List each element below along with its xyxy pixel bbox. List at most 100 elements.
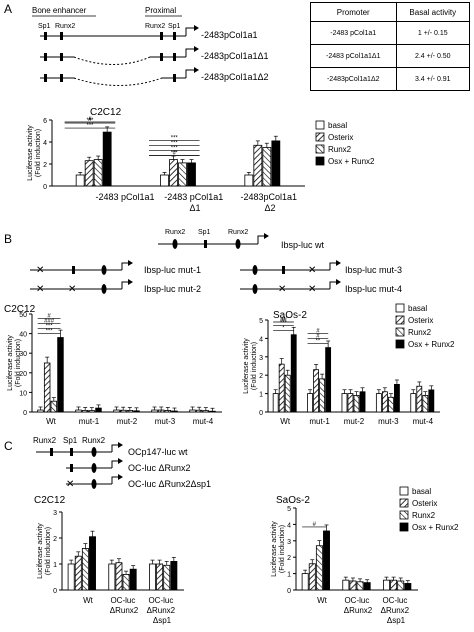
significance-label: *** [171, 146, 179, 152]
bar [308, 563, 316, 591]
deletion-dashed [73, 56, 151, 65]
bar [422, 395, 429, 413]
sp1-prox-label: Sp1 [168, 23, 181, 30]
y-tick-label: 3 [287, 539, 291, 546]
tss-arrowhead-icon [128, 279, 133, 285]
legend-label: Osx + Runx2 [408, 340, 455, 349]
significance-label: ## [280, 317, 287, 323]
tss-arrow-icon [121, 262, 128, 270]
tss-arrow-icon [111, 460, 118, 468]
tss-arrowhead-icon [194, 46, 199, 52]
bar [387, 396, 394, 413]
bar [353, 395, 360, 413]
bar [189, 409, 196, 413]
mutation-mark-icon: ✕ [36, 265, 44, 276]
chart-c1: 0 1 2 3 Luciferase activity (Fold induction) [37, 510, 184, 595]
bar [122, 574, 130, 591]
significance-label: # [88, 117, 92, 123]
bar [195, 409, 203, 413]
table-cell: -2483pCol1a1Δ2 [310, 67, 397, 91]
y-tick-label: 3 [259, 355, 263, 362]
bar [301, 573, 309, 591]
bar [156, 563, 164, 591]
bar [89, 536, 96, 591]
bar [323, 530, 330, 591]
significance-label: * [282, 326, 285, 332]
y-axis-label: Luciferase activity [37, 523, 44, 579]
bar [178, 162, 187, 187]
chart-c1-xtick-line1: OC-luc [148, 596, 173, 605]
bar [278, 363, 285, 413]
y-tick-label: 2 [43, 162, 47, 169]
mutation-mark-icon: ✕ [308, 284, 316, 295]
x-tick-label: Wt [46, 417, 57, 426]
y-tick-label: 50 [19, 312, 27, 319]
bar [151, 409, 158, 413]
construct-label: -2483pCol1a1 [201, 30, 258, 40]
bar [410, 393, 417, 413]
runx2-site [101, 284, 107, 294]
tss-arrowhead-icon [118, 458, 123, 464]
construct-label: OC-luc ΔRunx2Δsp1 [128, 479, 211, 489]
legend-swatch [399, 486, 409, 496]
bar [359, 391, 366, 413]
y-tick-label: 2 [287, 555, 291, 562]
chart-c2-xtick-line2: ΔRunx2 [381, 606, 410, 615]
significance-label: *** [171, 141, 179, 147]
sp1-site-label: Sp1 [63, 436, 78, 445]
y-tick-label: 1 [287, 572, 291, 579]
runx2-site [252, 265, 258, 275]
runx2-site [172, 239, 178, 249]
y-tick-label: 5 [287, 506, 291, 513]
y-tick-label: 5 [259, 318, 263, 325]
y-axis-label-unit: (Fold induction) [35, 129, 42, 177]
bar [67, 563, 75, 591]
legend-swatch [395, 339, 405, 349]
bar [169, 159, 178, 187]
bar [129, 568, 137, 591]
runx2-site [91, 463, 97, 473]
y-axis-label-unit: (Fold induction) [251, 342, 258, 390]
construct-label: Ibsp-luc wt [281, 240, 325, 250]
legend-swatch [399, 510, 409, 520]
bar [149, 563, 156, 591]
bar [37, 409, 44, 413]
significance-label: *** [46, 329, 54, 335]
bar [325, 347, 332, 413]
sp1-box [173, 53, 176, 61]
deletion-dashed [73, 77, 163, 86]
panel-label-a: A [4, 2, 12, 16]
chart-a-xtick: -2483 pCol1a1 Δ1 [164, 192, 226, 213]
sp1-site-label: Sp1 [198, 229, 211, 236]
bar [187, 162, 196, 187]
bar [81, 548, 89, 591]
legend-label: Osterix [328, 133, 353, 142]
legend-swatch [395, 315, 405, 325]
bar [88, 410, 96, 413]
y-tick-label: 0 [43, 184, 47, 191]
legend-swatch [315, 132, 325, 142]
sp1-box [44, 32, 47, 40]
sp1-box [173, 74, 176, 82]
legend-label: Osx + Runx2 [328, 157, 375, 166]
table-cell: 3.4 +/- 0.91 [395, 67, 471, 91]
tss-arrow-icon [329, 262, 336, 270]
runx2-site [91, 447, 97, 457]
bar [381, 391, 388, 413]
construct-label: Ibsp-luc mut-1 [144, 265, 201, 275]
runx2-box [60, 74, 63, 82]
chart-c2-xtick-line3: Δsp1 [387, 616, 406, 625]
bar [126, 410, 134, 413]
runx2-site [235, 239, 241, 249]
y-tick-label: 4 [287, 522, 291, 529]
significance-label: *** [86, 118, 94, 124]
table-cell: 1 +/- 0.15 [395, 21, 471, 45]
legend-swatch [399, 498, 409, 508]
bar [170, 561, 178, 591]
table-row: -2483 pCol1a1 1 +/- 0.15 [310, 21, 471, 45]
runx2-site-label: Runx2 [165, 229, 185, 236]
bar [428, 389, 435, 413]
panel-b-diagram: Runx2 Sp1 Runx2 Ibsp-luc wt ✕ Ibsp-luc m… [30, 229, 402, 295]
y-tick-label: 3 [53, 510, 57, 517]
legend-swatch [395, 303, 405, 313]
